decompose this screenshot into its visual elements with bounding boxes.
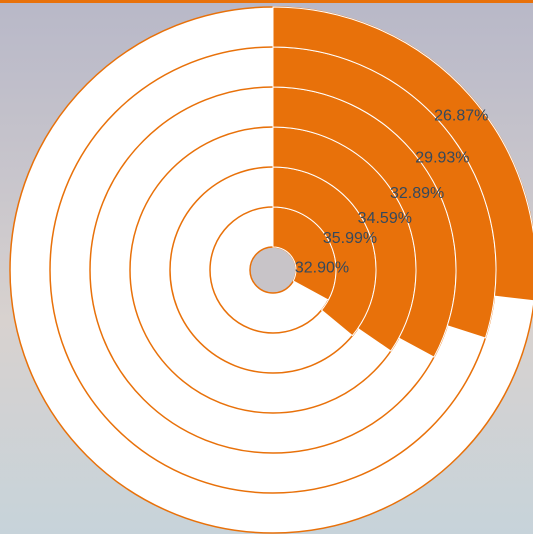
data-label: 29.93% [415,149,469,166]
data-label: 35.99% [323,230,377,247]
ring-segment [272,6,533,302]
data-label: 32.89% [390,185,444,202]
data-label: 32.90% [295,259,349,276]
data-label: 26.87% [434,108,488,125]
top-bar [0,0,533,3]
data-label: 34.59% [358,210,412,227]
